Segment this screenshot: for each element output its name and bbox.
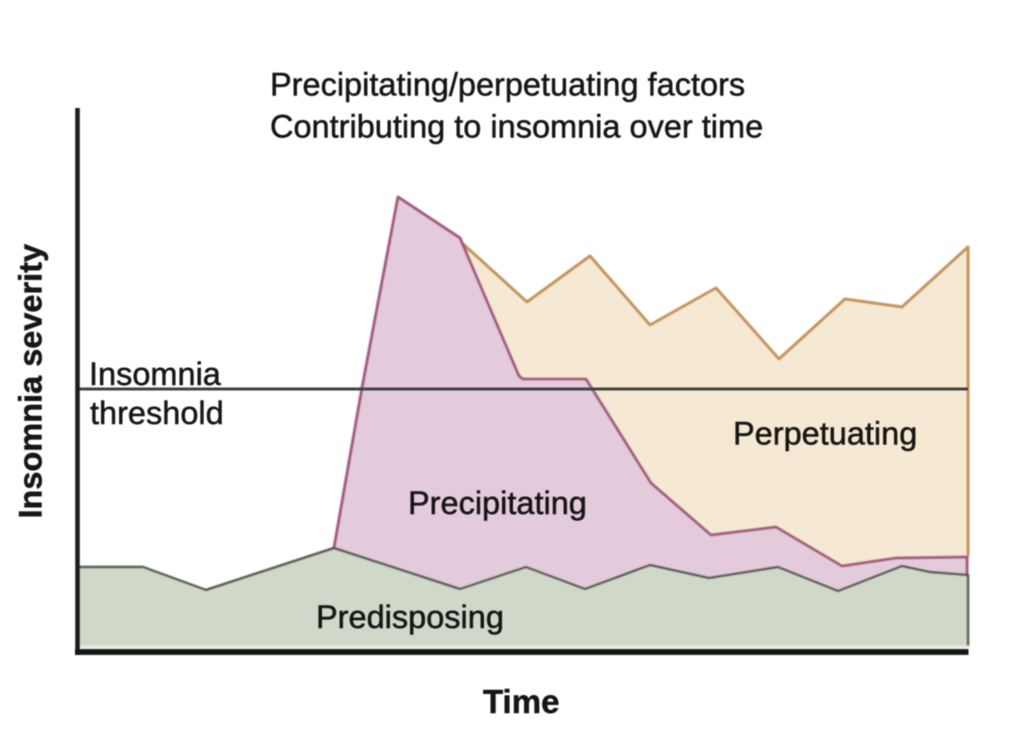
svg-text:Predisposing: Predisposing bbox=[316, 599, 504, 635]
svg-text:threshold: threshold bbox=[90, 395, 224, 431]
svg-text:Time: Time bbox=[483, 683, 559, 720]
svg-text:Precipitating/perpetuating fac: Precipitating/perpetuating factors bbox=[270, 67, 745, 103]
svg-text:Precipitating: Precipitating bbox=[408, 485, 587, 521]
svg-text:Insomnia severity: Insomnia severity bbox=[13, 244, 49, 519]
svg-text:Contributing to insomnia over: Contributing to insomnia over time bbox=[270, 109, 763, 145]
svg-text:Insomnia: Insomnia bbox=[89, 356, 222, 392]
svg-text:Perpetuating: Perpetuating bbox=[733, 416, 917, 452]
